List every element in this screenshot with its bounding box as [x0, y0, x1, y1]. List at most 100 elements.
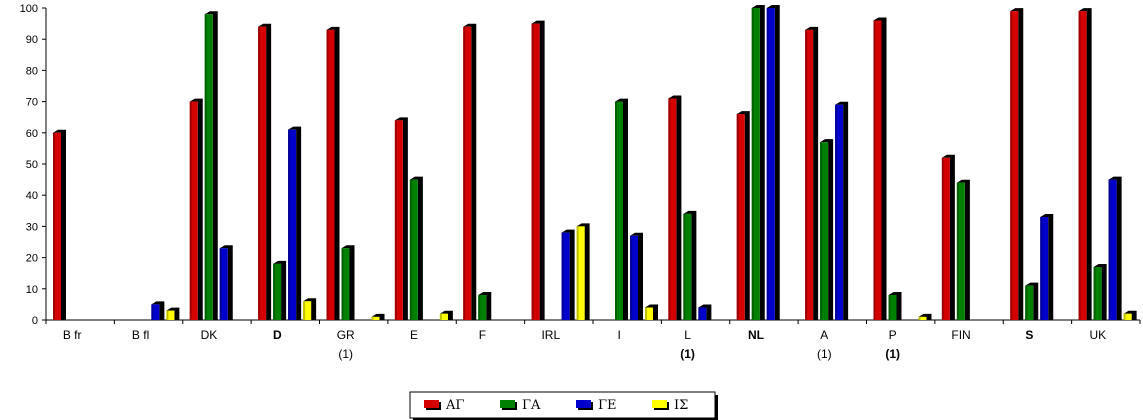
bar: [1093, 263, 1107, 320]
x-category-label: IRL: [541, 328, 560, 342]
bar-face: [53, 132, 61, 320]
bar-highlight: [1078, 11, 1081, 321]
bar-shadow: [668, 95, 682, 320]
bar: [189, 98, 203, 320]
bar-shadow: [326, 26, 340, 321]
bar-shadow: [371, 313, 385, 320]
bar-shadow: [645, 304, 658, 320]
x-category-label: D: [273, 328, 282, 342]
bar: [561, 229, 575, 320]
bar-face: [1108, 179, 1117, 320]
bar-shadow: [273, 260, 287, 320]
bar-highlight: [531, 23, 534, 320]
bar-face: [189, 101, 198, 320]
bar-shadow: [531, 20, 545, 320]
bar-face: [561, 232, 570, 320]
bar-face: [835, 104, 844, 320]
bar: [371, 313, 385, 320]
bar-shadow: [463, 23, 477, 320]
y-tick-label: 70: [26, 97, 38, 109]
y-tick-label: 0: [32, 315, 38, 327]
bar-highlight: [53, 132, 55, 320]
x-category-label: B fr: [63, 328, 82, 342]
bar-face: [698, 307, 707, 320]
bar: [683, 210, 697, 320]
legend-swatch: [576, 400, 591, 408]
bar-shadow: [53, 129, 66, 320]
x-category-label: F: [479, 328, 486, 342]
bar: [151, 301, 165, 320]
bar-face: [166, 310, 175, 320]
chart-bars: [53, 5, 1137, 321]
bar-shadow: [805, 26, 819, 321]
y-tick-label: 100: [20, 3, 38, 15]
bar-shadow: [576, 223, 590, 320]
bar-shadow: [1040, 214, 1054, 320]
chart-legend: ΑΓ ΓΑ ΓΕ ΙΣ: [409, 391, 718, 420]
bar: [478, 292, 492, 320]
bar-shadow: [630, 232, 643, 320]
bar: [941, 154, 955, 320]
bar-face: [531, 23, 540, 320]
x-category-note: (1): [680, 347, 695, 361]
bar-highlight: [615, 101, 617, 320]
y-tick-label: 10: [26, 284, 38, 296]
bar-shadow: [766, 5, 780, 320]
bar-shadow: [219, 245, 233, 320]
bar-highlight: [820, 142, 823, 320]
bar-highlight: [439, 313, 442, 320]
bar: [1025, 282, 1039, 320]
bar-highlight: [956, 182, 959, 320]
bar-highlight: [204, 14, 207, 321]
bar-shadow: [1010, 8, 1024, 321]
bar: [409, 176, 423, 320]
bar-face: [683, 213, 692, 320]
x-category-label: UK: [1089, 328, 1106, 342]
bar: [873, 17, 887, 320]
bar: [835, 101, 849, 320]
bar-shadow: [1123, 310, 1137, 320]
x-category-label: NL: [748, 328, 764, 342]
x-category-note: (1): [885, 347, 900, 361]
bar-highlight: [273, 263, 276, 320]
bar-shadow: [204, 11, 218, 321]
bar: [1078, 8, 1092, 321]
bar-highlight: [371, 316, 374, 320]
bar-face: [751, 8, 760, 320]
bar: [439, 310, 453, 320]
bar: [53, 129, 66, 320]
bar-shadow: [303, 298, 317, 320]
bar-face: [766, 8, 775, 320]
bar-face: [478, 295, 487, 320]
bar: [1123, 310, 1137, 320]
bar-highlight: [751, 8, 754, 320]
bar-shadow: [288, 126, 302, 321]
bar-shadow: [1108, 176, 1122, 320]
bar-face: [645, 307, 653, 320]
bar-highlight: [805, 29, 808, 321]
bar: [956, 179, 970, 320]
x-category-note: (1): [817, 347, 832, 361]
bar-shadow: [341, 245, 355, 320]
legend-item: ΓΑ: [500, 398, 541, 413]
bar-face: [273, 263, 282, 320]
bar-highlight: [1093, 266, 1096, 320]
bar-highlight: [918, 316, 921, 320]
bar-shadow: [151, 301, 165, 320]
bar-face: [1078, 11, 1087, 321]
bar: [1010, 8, 1024, 321]
bar-highlight: [189, 101, 192, 320]
bar-highlight: [698, 307, 701, 320]
y-tick-label: 50: [26, 159, 38, 171]
bar-shadow: [888, 292, 902, 320]
x-category-label: FIN: [951, 328, 970, 342]
bar-highlight: [1010, 11, 1013, 321]
bar-shadow: [918, 313, 932, 320]
bar-face: [371, 316, 380, 320]
bar: [1040, 214, 1054, 320]
bar-face: [288, 129, 297, 320]
bar-face: [615, 101, 623, 320]
bar-highlight: [341, 248, 344, 320]
legend-item: ΓΕ: [576, 398, 617, 413]
